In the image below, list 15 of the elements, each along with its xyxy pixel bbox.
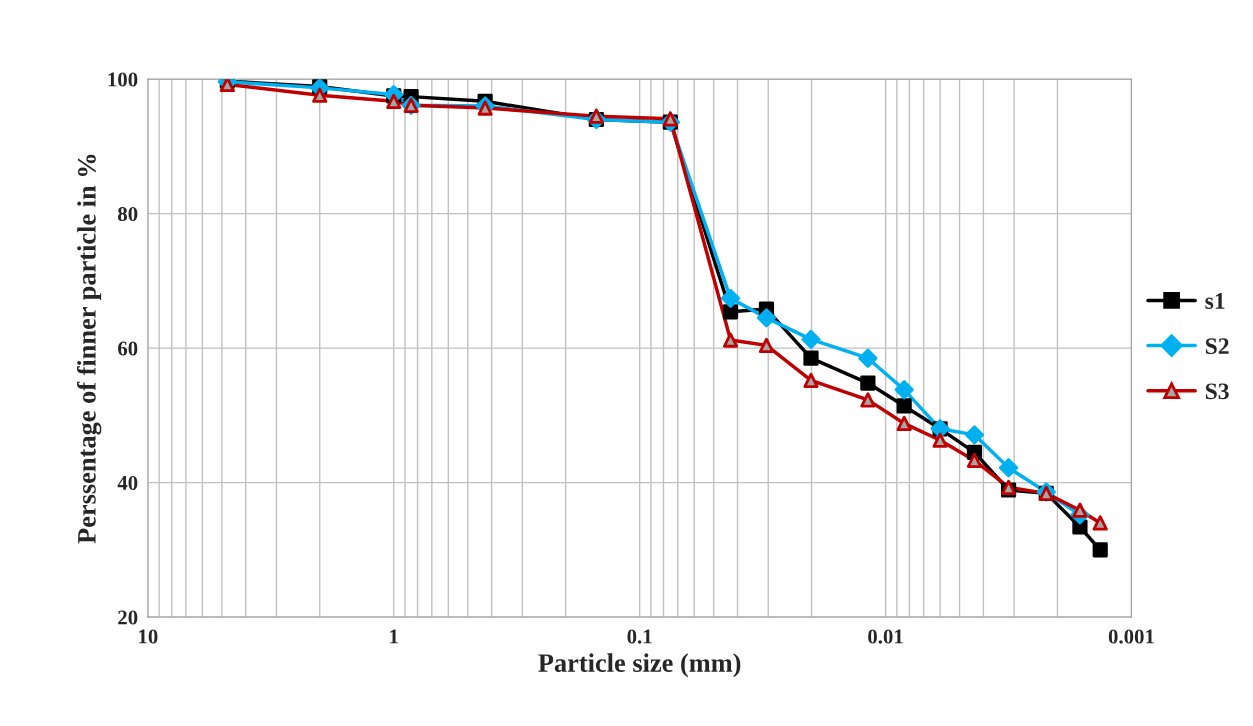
y-tick-label: 20 (118, 610, 138, 625)
x-tick-label: 0.001 (1108, 629, 1154, 644)
legend-label: S3 (1205, 383, 1229, 400)
legend-label: s1 (1205, 293, 1225, 309)
x-tick-label: 10 (139, 629, 158, 644)
y-axis-title: Perssentage of finner particle in % (76, 154, 102, 544)
y-tick-label: 80 (117, 207, 138, 222)
x-tick-label: 0.01 (868, 629, 903, 644)
y-tick-label: 40 (117, 475, 138, 491)
y-tick-label: 100 (108, 72, 138, 87)
legend-label: S2 (1205, 338, 1229, 355)
x-axis-title: Particle size (mm) (538, 653, 741, 678)
x-tick-label: 0.1 (627, 629, 652, 644)
y-tick-label: 60 (118, 341, 138, 356)
x-tick-label: 1 (390, 629, 398, 644)
